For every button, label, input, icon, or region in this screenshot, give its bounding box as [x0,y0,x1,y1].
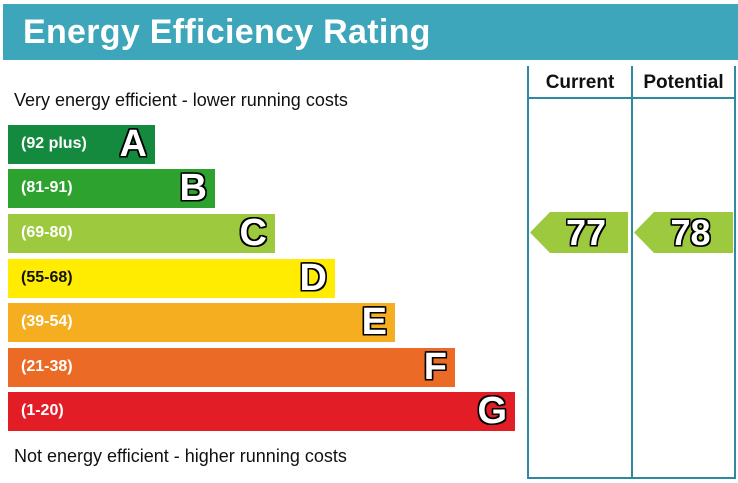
column-header-potential: Potential [643,72,724,93]
band-c: (69-80) C [8,212,275,254]
band-letter: C [239,212,267,254]
column-header-current: Current [545,72,615,93]
band-letter: F [423,346,447,388]
bottom-caption: Not energy efficient - higher running co… [14,446,347,466]
band-g: (1-20) G [8,390,515,432]
chart-title: Energy Efficiency Rating [23,13,431,51]
band-a: (92 plus) A [8,123,155,165]
band-letter: G [477,390,507,432]
band-range-label: (69-80) [21,224,73,241]
band-d: (55-68) D [8,257,335,299]
current-rating-arrow: 77 [530,212,628,253]
band-b: (81-91) B [8,167,215,209]
band-letter: E [361,301,387,343]
band-range-label: (81-91) [21,179,73,196]
header-divider [527,97,736,99]
potential-rating-value: 78 [670,212,711,253]
column-divider [734,66,736,479]
current-rating-value: 77 [565,212,607,253]
top-caption: Very energy efficient - lower running co… [14,90,348,110]
band-range-label: (1-20) [21,402,64,419]
band-range-label: (39-54) [21,313,73,330]
column-divider [631,66,633,479]
band-range-label: (92 plus) [21,135,87,152]
arrow-shape [634,212,733,253]
bottom-border [527,477,736,479]
band-letter: B [179,167,207,209]
arrow-shape [530,212,628,253]
band-range-label: (21-38) [21,358,73,375]
band-range-label: (55-68) [21,269,73,286]
band-letter: D [299,257,327,299]
potential-rating-arrow: 78 [634,212,733,253]
column-divider [527,66,529,479]
band-e: (39-54) E [8,301,395,343]
band-f: (21-38) F [8,346,455,388]
band-letter: A [119,123,147,165]
title-banner: Energy Efficiency Rating [3,4,738,60]
